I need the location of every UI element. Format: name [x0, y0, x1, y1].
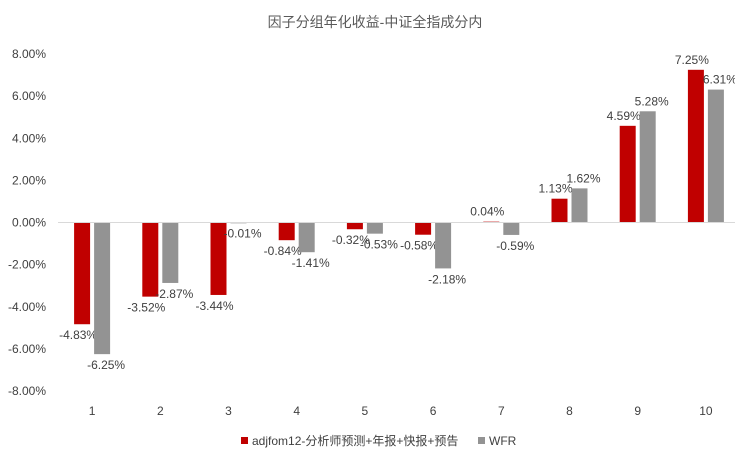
y-tick-label: -2.00% — [8, 258, 46, 272]
bar-adjfom12 — [74, 222, 91, 325]
bar-adjfom12 — [687, 69, 704, 223]
data-label: 1.62% — [566, 171, 600, 185]
bar-wfr — [435, 222, 452, 269]
data-label: 1.13% — [538, 182, 572, 196]
data-label: -3.52% — [127, 301, 165, 315]
bar-adjfom12 — [619, 125, 636, 223]
x-tick-label: 3 — [225, 404, 232, 418]
x-tick-label: 1 — [89, 404, 96, 418]
y-tick-label: 4.00% — [12, 131, 46, 145]
x-tick-label: 7 — [498, 404, 505, 418]
bar-adjfom12 — [346, 222, 363, 230]
data-label: 0.04% — [470, 205, 504, 219]
data-label: 6.31% — [703, 73, 735, 87]
data-label: -1.41% — [292, 256, 330, 270]
data-label: -2.18% — [428, 272, 466, 286]
chart-title: 因子分组年化收益-中证全指成分内 — [268, 14, 483, 30]
bar-adjfom12 — [551, 198, 568, 223]
x-tick-label: 6 — [430, 404, 437, 418]
data-label: -3.44% — [195, 299, 233, 313]
bar-adjfom12 — [415, 222, 432, 235]
y-tick-label: 0.00% — [12, 216, 46, 230]
bar-wfr — [707, 89, 724, 223]
data-label: 7.25% — [675, 53, 709, 67]
x-tick-label: 2 — [157, 404, 164, 418]
data-label: -0.01% — [223, 227, 261, 241]
data-label: 5.28% — [635, 94, 669, 108]
x-tick-label: 8 — [566, 404, 573, 418]
bar-adjfom12 — [210, 222, 227, 295]
y-tick-label: -8.00% — [8, 384, 46, 398]
data-label: -0.53% — [360, 238, 398, 252]
bar-wfr — [162, 222, 179, 283]
y-tick-label: -6.00% — [8, 342, 46, 356]
y-tick-label: 2.00% — [12, 173, 46, 187]
legend-swatch — [241, 437, 248, 444]
data-label: -0.59% — [496, 239, 534, 253]
bar-wfr — [94, 222, 111, 355]
legend-label: adjfom12-分析师预测+年报+快报+预告 — [252, 433, 458, 448]
x-tick-label: 5 — [362, 404, 369, 418]
bar-wfr — [366, 222, 383, 234]
data-label: -0.84% — [264, 244, 302, 258]
legend-label: WFR — [489, 434, 517, 448]
data-label: -0.58% — [400, 239, 438, 253]
bar-wfr — [571, 188, 588, 223]
bar-wfr — [298, 222, 315, 253]
data-label: -4.83% — [59, 328, 97, 342]
legend-swatch — [478, 437, 485, 444]
x-tick-label: 9 — [634, 404, 641, 418]
y-tick-label: -4.00% — [8, 300, 46, 314]
y-tick-label: 6.00% — [12, 89, 46, 103]
data-label: 4.59% — [607, 109, 641, 123]
data-label: -6.25% — [87, 358, 125, 372]
y-tick-label: 8.00% — [12, 47, 46, 61]
x-tick-label: 10 — [699, 404, 713, 418]
bar-adjfom12 — [142, 222, 159, 297]
bar-adjfom12 — [278, 222, 295, 241]
data-label: -2.87% — [155, 287, 193, 301]
x-tick-label: 4 — [293, 404, 300, 418]
bar-wfr — [639, 111, 656, 223]
bar-wfr — [503, 222, 520, 235]
data-label: -0.32% — [332, 233, 370, 247]
